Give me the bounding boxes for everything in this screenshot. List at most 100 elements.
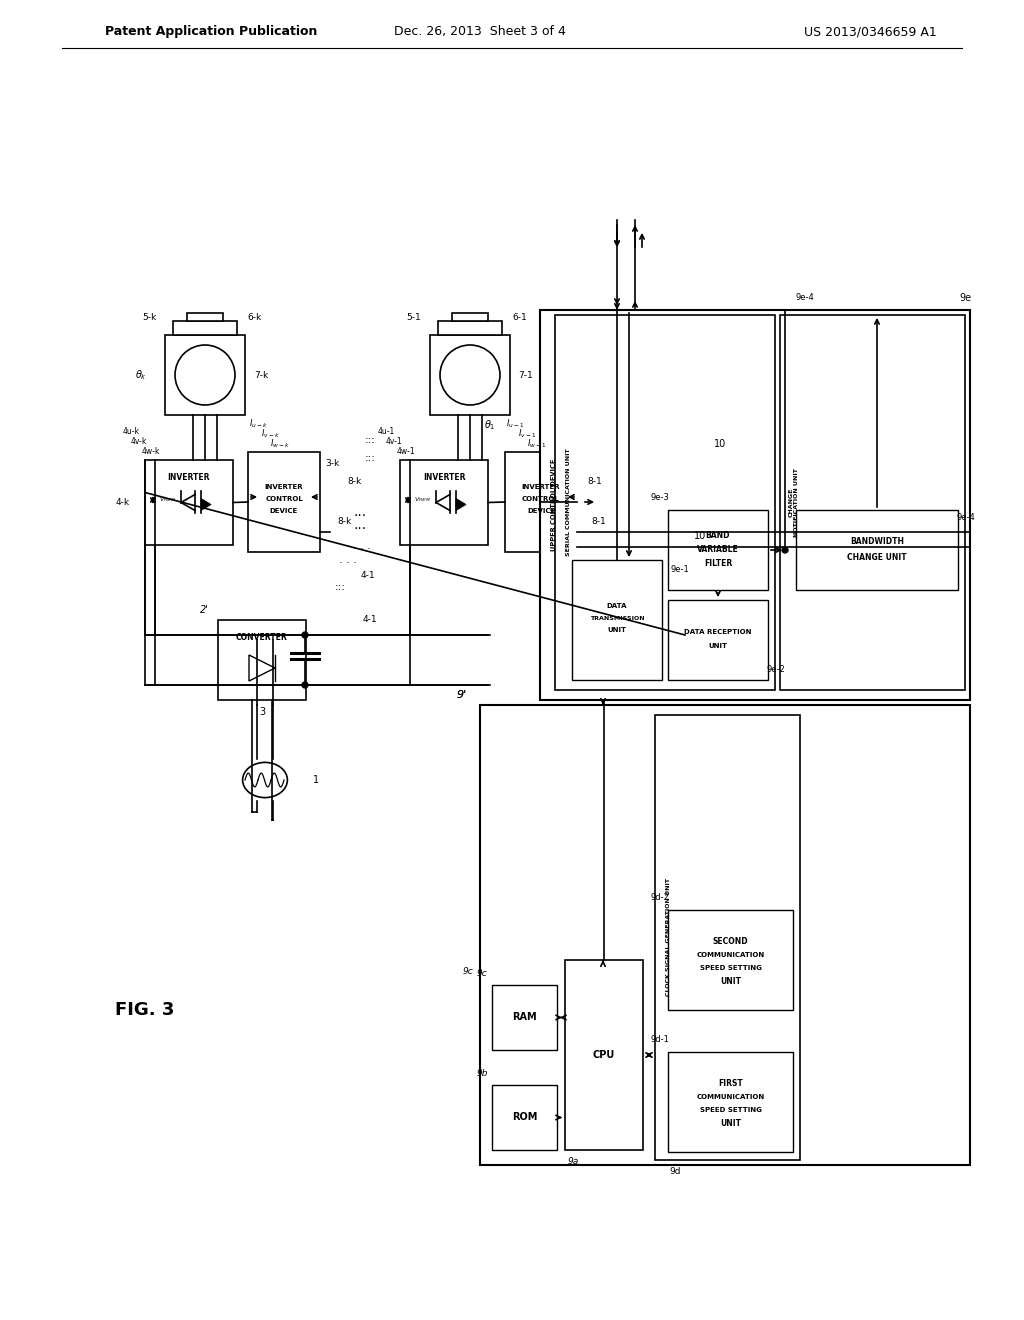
Text: BANDWIDTH: BANDWIDTH: [850, 537, 904, 546]
Text: TRANSMISSION: TRANSMISSION: [590, 615, 644, 620]
Text: $I_{v-1}$: $I_{v-1}$: [518, 428, 537, 441]
Text: 3-k: 3-k: [325, 459, 339, 469]
Text: FIG. 3: FIG. 3: [116, 1001, 175, 1019]
Text: DEVICE: DEVICE: [270, 508, 298, 513]
Text: 4v-k: 4v-k: [131, 437, 147, 446]
Text: :::: :::: [365, 453, 376, 463]
Text: 3: 3: [259, 708, 265, 717]
Text: 8-k: 8-k: [338, 517, 352, 527]
Bar: [452, 313, 488, 321]
Text: UNIT: UNIT: [720, 977, 741, 986]
Circle shape: [302, 632, 308, 638]
Bar: [400, 459, 488, 545]
Text: FILTER: FILTER: [703, 560, 732, 569]
Text: CLOCK SIGNAL GENERATION UNIT: CLOCK SIGNAL GENERATION UNIT: [667, 879, 672, 997]
Bar: [438, 321, 502, 335]
Bar: [480, 705, 970, 1166]
Text: ROM: ROM: [512, 1113, 538, 1122]
Text: $\theta_k$: $\theta_k$: [135, 368, 147, 381]
Bar: [430, 335, 510, 414]
Text: 4u-k: 4u-k: [123, 428, 139, 437]
Text: SPEED SETTING: SPEED SETTING: [699, 1107, 762, 1113]
Text: DEVICE: DEVICE: [527, 508, 555, 513]
Text: 8-k: 8-k: [348, 478, 362, 487]
Text: UNIT: UNIT: [709, 643, 727, 649]
Bar: [145, 459, 233, 545]
Text: $I_{w-k}$: $I_{w-k}$: [270, 438, 290, 450]
Text: COMMUNICATION: COMMUNICATION: [696, 1094, 765, 1100]
Circle shape: [782, 546, 788, 553]
Bar: [796, 510, 958, 590]
Text: 4-1: 4-1: [362, 615, 377, 624]
Bar: [187, 313, 223, 321]
Text: 8-1: 8-1: [588, 478, 602, 487]
Text: UNIT: UNIT: [607, 627, 627, 634]
Text: $I_{u-k}$: $I_{u-k}$: [249, 417, 267, 430]
Text: 9': 9': [457, 690, 467, 700]
Text: 9b: 9b: [476, 1068, 487, 1077]
Text: 9e-3: 9e-3: [650, 494, 670, 503]
Bar: [668, 909, 793, 1010]
Text: CHANGE UNIT: CHANGE UNIT: [847, 553, 907, 562]
Bar: [565, 960, 643, 1150]
Text: 2': 2': [200, 605, 209, 615]
Text: 4w-k: 4w-k: [141, 447, 160, 457]
Bar: [555, 315, 775, 690]
Text: $V_{PWM}$: $V_{PWM}$: [159, 495, 175, 504]
Text: 9c: 9c: [476, 969, 487, 978]
Text: 9e-1: 9e-1: [671, 565, 689, 574]
Text: UNIT: UNIT: [720, 1118, 741, 1127]
Text: . . .: . . .: [353, 541, 371, 550]
Text: INVERTER: INVERTER: [521, 484, 560, 490]
Text: 6-1: 6-1: [513, 313, 527, 322]
Text: COMMUNICATION: COMMUNICATION: [696, 952, 765, 958]
Text: 4-k: 4-k: [116, 498, 130, 507]
Text: 10: 10: [714, 440, 726, 449]
Text: ...: ...: [353, 506, 367, 519]
Text: INVERTER: INVERTER: [423, 474, 465, 483]
Text: SERIAL COMMUNICATION UNIT: SERIAL COMMUNICATION UNIT: [566, 449, 571, 556]
Text: :::: :::: [365, 436, 376, 445]
Text: 1: 1: [313, 775, 319, 785]
Text: UPPER CONTROL DEVICE: UPPER CONTROL DEVICE: [551, 459, 557, 552]
Text: DATA RECEPTION: DATA RECEPTION: [684, 630, 752, 635]
Text: 5-1: 5-1: [407, 313, 421, 322]
Polygon shape: [201, 499, 211, 511]
Text: 8-1: 8-1: [592, 517, 606, 527]
Text: 9d-2: 9d-2: [650, 894, 670, 903]
Text: INVERTER: INVERTER: [168, 474, 210, 483]
Text: $I_{w-1}$: $I_{w-1}$: [527, 438, 547, 450]
Text: . . .: . . .: [339, 554, 357, 565]
Text: 9e-4: 9e-4: [796, 293, 814, 302]
Text: 4u-1: 4u-1: [378, 428, 394, 437]
Text: 7-1: 7-1: [518, 371, 534, 380]
Text: $I_{u-1}$: $I_{u-1}$: [506, 417, 524, 430]
Text: CONTROL: CONTROL: [265, 496, 303, 502]
Text: VARIABLE: VARIABLE: [697, 545, 739, 554]
Text: 9d: 9d: [670, 1167, 681, 1176]
Text: CHANGE
NOTIFICATION UNIT: CHANGE NOTIFICATION UNIT: [788, 469, 800, 537]
Bar: [572, 560, 662, 680]
Text: 9c: 9c: [463, 966, 473, 975]
Bar: [668, 1052, 793, 1152]
Text: BAND: BAND: [706, 532, 730, 540]
Text: 9a: 9a: [567, 1158, 579, 1167]
Bar: [668, 510, 768, 590]
Text: 4w-1: 4w-1: [396, 447, 416, 457]
Text: 4-1: 4-1: [360, 570, 376, 579]
Text: 9e: 9e: [958, 293, 971, 304]
Text: Dec. 26, 2013  Sheet 3 of 4: Dec. 26, 2013 Sheet 3 of 4: [394, 25, 566, 38]
Text: 9d-1: 9d-1: [650, 1035, 670, 1044]
Text: 9e-4: 9e-4: [956, 513, 976, 523]
Text: 7-k: 7-k: [254, 371, 268, 380]
Polygon shape: [456, 499, 466, 511]
Bar: [505, 451, 577, 552]
Text: $V_{PWM}$: $V_{PWM}$: [414, 495, 430, 504]
Text: INVERTER: INVERTER: [264, 484, 303, 490]
Text: Patent Application Publication: Patent Application Publication: [105, 25, 317, 38]
Text: $\theta_1$: $\theta_1$: [484, 418, 496, 432]
Text: RAM: RAM: [512, 1012, 537, 1023]
Circle shape: [302, 682, 308, 688]
Bar: [655, 715, 800, 1160]
Bar: [165, 335, 245, 414]
